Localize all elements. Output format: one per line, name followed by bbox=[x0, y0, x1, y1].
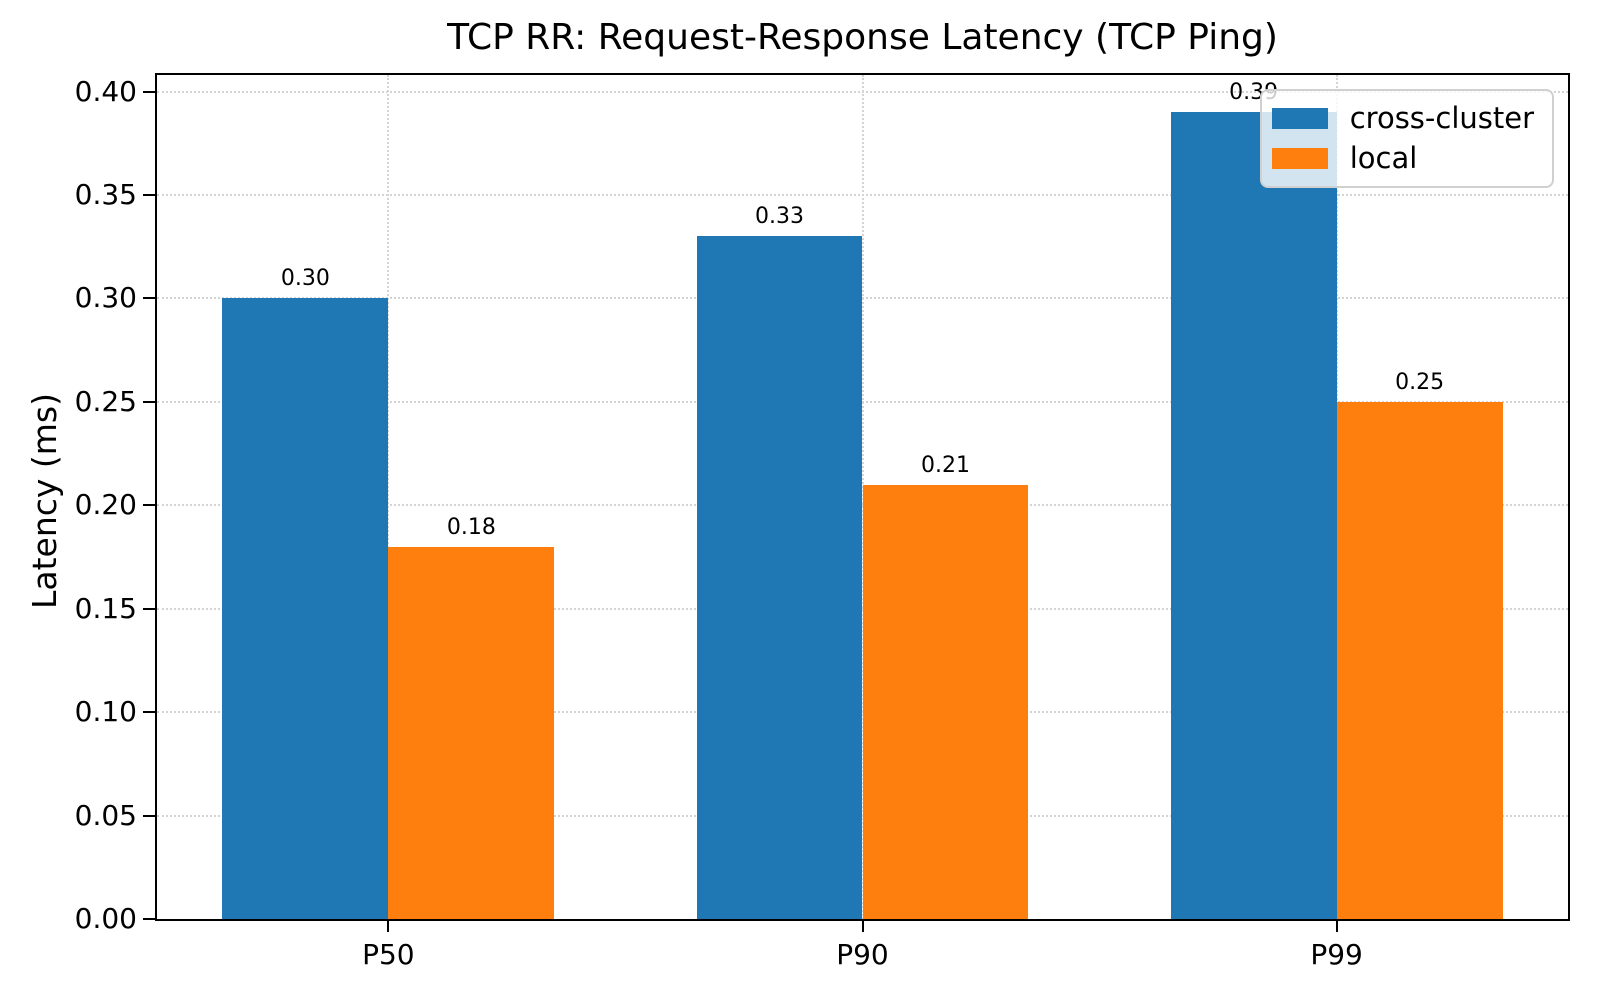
bar-value-label-cross-cluster-p90: 0.33 bbox=[755, 204, 804, 230]
x-axis-tick bbox=[861, 921, 864, 932]
y-tick-label: 0.20 bbox=[74, 488, 137, 522]
legend-item-local: local bbox=[1271, 141, 1534, 176]
y-axis-tick bbox=[143, 193, 155, 196]
bar-value-label-local-p99: 0.25 bbox=[1395, 369, 1445, 395]
x-axis-tick bbox=[1335, 921, 1338, 932]
y-axis-tick bbox=[143, 504, 155, 507]
plot-area: 0.00 0.05 0.10 0.15 0.20 0.25 0.30 0.35 0.40 P50 P… bbox=[75, 73, 1570, 971]
bar-value-label-local-p90: 0.21 bbox=[920, 452, 970, 478]
legend-label-local: local bbox=[1349, 141, 1418, 175]
y-axis-tick bbox=[143, 918, 155, 920]
chart-layer: 0.00 0.05 0.10 0.15 0.20 0.25 0.30 0.35 0.40 P50 P… bbox=[75, 75, 1568, 971]
gridline-x bbox=[387, 75, 390, 919]
y-tick-label: 0.35 bbox=[74, 177, 137, 211]
y-axis-tick bbox=[143, 297, 155, 300]
x-tick-label-p90: P90 bbox=[836, 938, 889, 971]
x-tick-label-p99: P99 bbox=[1310, 938, 1363, 971]
legend-swatch-local-icon bbox=[1271, 148, 1328, 169]
legend-item-cross-cluster: cross-cluster bbox=[1271, 101, 1534, 136]
bar-cross-cluster-p90 bbox=[696, 236, 863, 919]
y-tick-label: 0.15 bbox=[74, 591, 137, 625]
bar-value-label-local-p50: 0.18 bbox=[446, 514, 496, 540]
x-axis-tick bbox=[387, 921, 390, 932]
x-tick-label-p50: P50 bbox=[362, 938, 415, 971]
bar-cross-cluster-p99 bbox=[1170, 112, 1337, 919]
y-tick-label: 0.00 bbox=[74, 902, 137, 935]
chart-title: TCP RR: Request-Response Latency (TCP Pi… bbox=[447, 17, 1278, 58]
y-axis-tick bbox=[143, 400, 155, 403]
y-axis-tick bbox=[143, 607, 155, 610]
y-tick-label: 0.30 bbox=[74, 281, 137, 315]
y-axis-tick bbox=[143, 711, 155, 714]
bar-local-p90 bbox=[862, 484, 1029, 919]
y-tick-label: 0.25 bbox=[74, 384, 137, 418]
y-tick-label: 0.05 bbox=[74, 798, 137, 832]
legend: cross-cluster local bbox=[1259, 89, 1554, 188]
y-tick-label: 0.10 bbox=[74, 695, 137, 729]
legend-label-cross-cluster: cross-cluster bbox=[1349, 101, 1534, 135]
y-tick-label: 0.40 bbox=[74, 74, 137, 108]
y-axis-tick bbox=[143, 90, 155, 93]
bar-value-label-cross-cluster-p50: 0.30 bbox=[280, 266, 330, 292]
bar-local-p99 bbox=[1336, 401, 1503, 919]
bar-local-p50 bbox=[388, 546, 555, 919]
bar-cross-cluster-p50 bbox=[222, 298, 389, 919]
legend-swatch-cross-cluster-icon bbox=[1271, 108, 1328, 129]
y-axis-tick bbox=[143, 814, 155, 817]
